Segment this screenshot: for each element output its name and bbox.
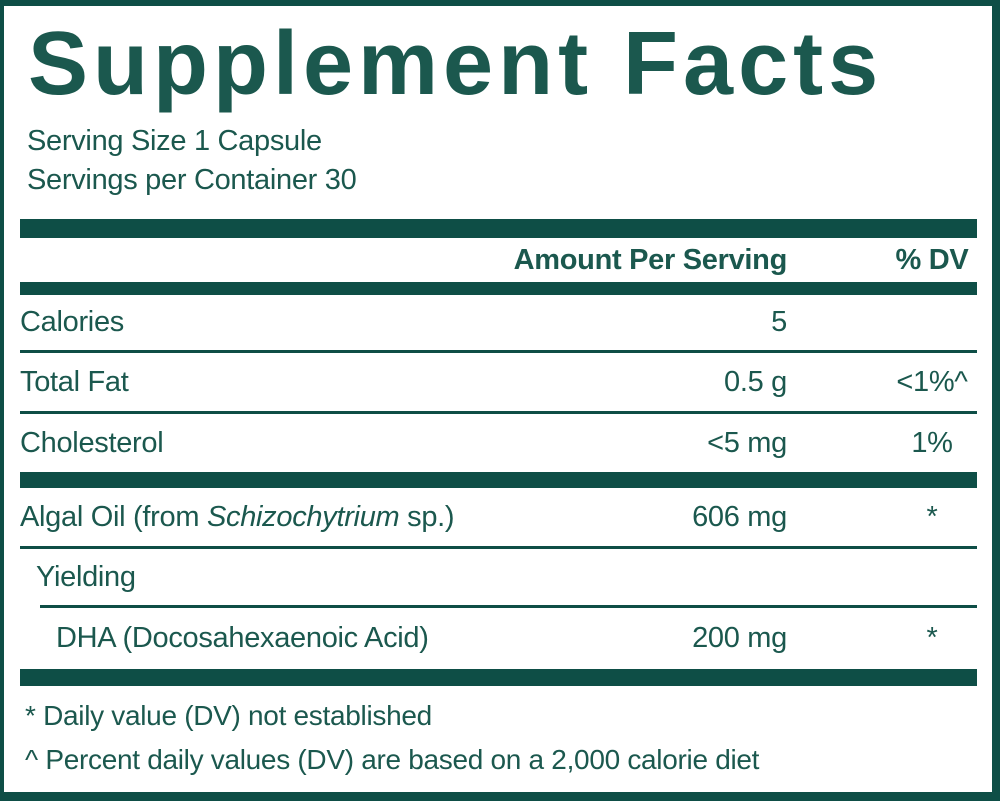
table-row-yielding: Yielding (20, 549, 977, 605)
nutrient-dv: * (926, 500, 938, 533)
nutrient-name: Calories (20, 306, 124, 339)
row-separator-indented (40, 605, 977, 609)
servings-per-container: Servings per Container 30 (27, 164, 357, 197)
nutrient-name: Total Fat (20, 365, 129, 398)
nutrient-name-suffix: sp.) (399, 500, 455, 533)
table-row-total-fat: Total Fat 0.5 g <1%^ (20, 353, 977, 411)
nutrient-name: Cholesterol (20, 426, 164, 459)
thick-divider-top (20, 219, 977, 239)
thick-divider-bottom (20, 669, 977, 687)
table-row-calories: Calories 5 (20, 295, 977, 350)
nutrient-name: Yielding (36, 560, 136, 593)
nutrient-dv: * (926, 622, 938, 655)
nutrient-amount: 606 mg (692, 500, 787, 533)
table-row-dha: DHA (Docosahexaenoic Acid) 200 mg * (20, 608, 977, 669)
nutrient-dv: 1% (911, 426, 953, 459)
table-row-algal-oil: Algal Oil (from Schizochytrium sp.) 606 … (20, 488, 977, 546)
nutrient-amount: 5 (771, 306, 787, 339)
nutrient-name-prefix: Algal Oil (from (20, 500, 207, 533)
nutrient-dv: <1%^ (896, 365, 968, 398)
table-header-row: Amount Per Serving % DV (20, 238, 977, 282)
nutrient-name: Algal Oil (from Schizochytrium sp.) (20, 501, 507, 534)
nutrient-name-species: Schizochytrium (206, 500, 400, 533)
footnotes: * Daily value (DV) not established ^ Per… (25, 694, 977, 782)
nutrient-amount: <5 mg (707, 426, 787, 459)
nutrient-amount: 0.5 g (724, 365, 787, 398)
table-row-cholesterol: Cholesterol <5 mg 1% (20, 414, 977, 472)
label-title: Supplement Facts (28, 14, 884, 114)
serving-size: Serving Size 1 Capsule (27, 125, 322, 158)
percent-dv-header: % DV (895, 243, 969, 276)
row-separator (20, 546, 977, 550)
header-divider (20, 282, 977, 296)
section-divider (20, 472, 977, 489)
nutrient-name: DHA (Docosahexaenoic Acid) (56, 622, 429, 655)
footnote-calorie-diet: ^ Percent daily values (DV) are based on… (25, 744, 760, 776)
amount-per-serving-header: Amount Per Serving (513, 243, 788, 276)
footnote-dv-not-established: * Daily value (DV) not established (25, 700, 432, 732)
row-separator (20, 411, 977, 415)
row-separator (20, 350, 977, 354)
nutrient-amount: 200 mg (692, 622, 787, 655)
